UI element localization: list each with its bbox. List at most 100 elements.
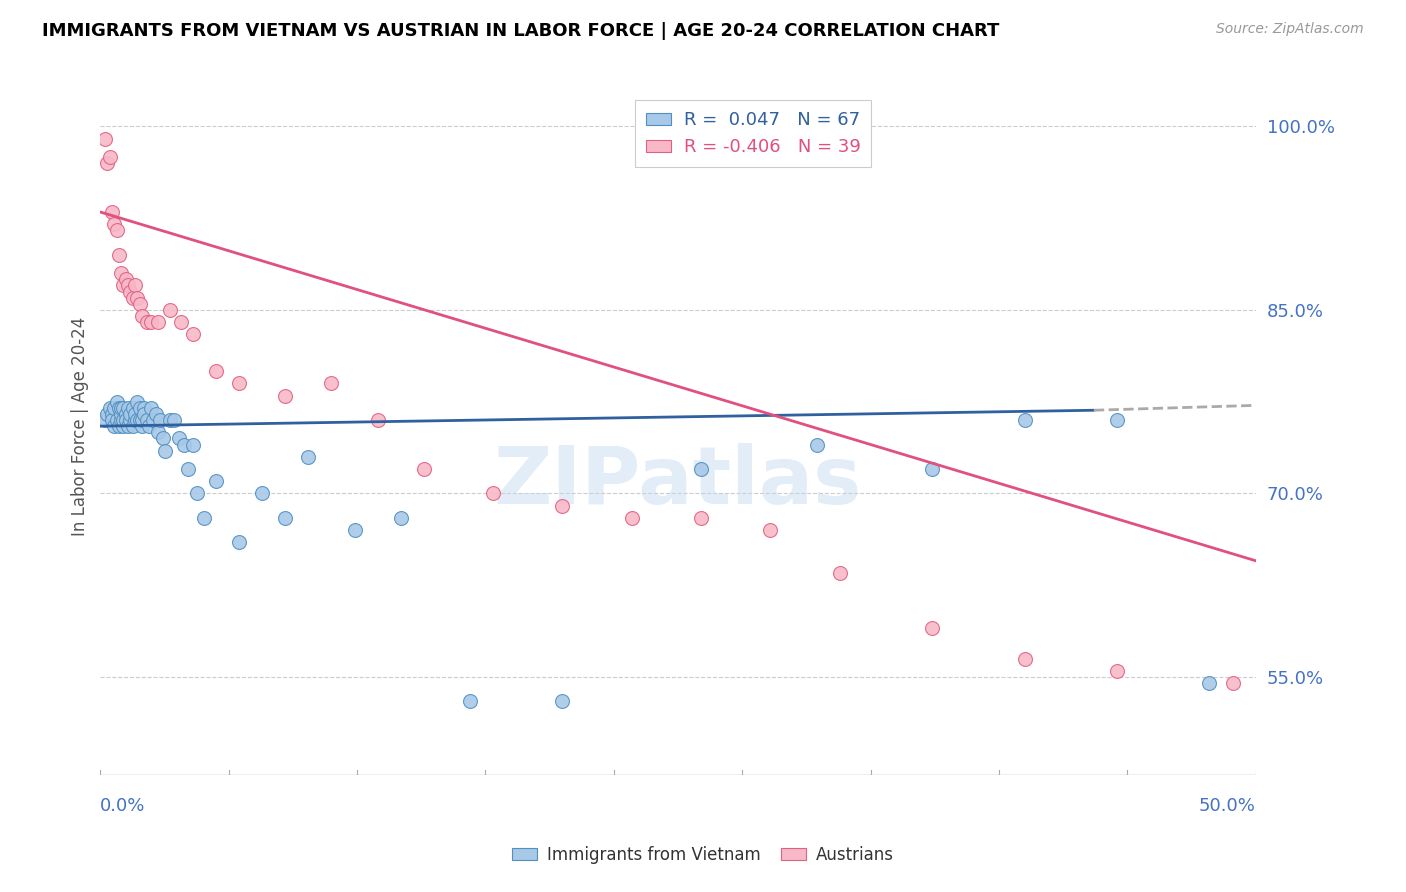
Point bbox=[1014, 413, 1036, 427]
Y-axis label: In Labor Force | Age 20-24: In Labor Force | Age 20-24 bbox=[72, 317, 89, 536]
Point bbox=[131, 413, 153, 427]
Point bbox=[274, 388, 297, 402]
Point bbox=[127, 413, 149, 427]
Text: ZIPatlas: ZIPatlas bbox=[494, 443, 862, 521]
Point bbox=[114, 407, 136, 421]
Point bbox=[114, 272, 136, 286]
Point bbox=[124, 407, 146, 421]
Point bbox=[112, 413, 135, 427]
Point bbox=[94, 413, 117, 427]
Legend: R =  0.047   N = 67, R = -0.406   N = 39: R = 0.047 N = 67, R = -0.406 N = 39 bbox=[636, 101, 872, 167]
Point bbox=[114, 413, 136, 427]
Point bbox=[131, 309, 153, 323]
Point bbox=[1105, 413, 1128, 427]
Point bbox=[101, 205, 124, 219]
Point bbox=[96, 156, 118, 170]
Point bbox=[389, 511, 412, 525]
Point bbox=[921, 462, 943, 476]
Point bbox=[103, 217, 125, 231]
Point bbox=[112, 419, 135, 434]
Point bbox=[297, 450, 319, 464]
Point bbox=[321, 376, 343, 391]
Point bbox=[367, 413, 389, 427]
Point bbox=[145, 407, 167, 421]
Point bbox=[124, 413, 146, 427]
Point bbox=[120, 413, 142, 427]
Point bbox=[690, 511, 713, 525]
Text: Source: ZipAtlas.com: Source: ZipAtlas.com bbox=[1216, 22, 1364, 37]
Point bbox=[163, 413, 186, 427]
Point bbox=[134, 401, 156, 415]
Point bbox=[120, 285, 142, 299]
Point bbox=[128, 401, 150, 415]
Point bbox=[117, 278, 139, 293]
Point bbox=[94, 131, 117, 145]
Point bbox=[921, 621, 943, 635]
Point bbox=[103, 401, 125, 415]
Point bbox=[205, 474, 228, 488]
Point bbox=[806, 437, 828, 451]
Point bbox=[205, 364, 228, 378]
Point bbox=[108, 248, 131, 262]
Point bbox=[105, 413, 128, 427]
Point bbox=[120, 407, 142, 421]
Point bbox=[228, 535, 250, 549]
Point bbox=[112, 278, 135, 293]
Point bbox=[274, 511, 297, 525]
Point bbox=[173, 437, 195, 451]
Point bbox=[117, 401, 139, 415]
Point bbox=[828, 566, 851, 580]
Point bbox=[127, 394, 149, 409]
Point bbox=[98, 401, 121, 415]
Point bbox=[250, 486, 273, 500]
Point bbox=[112, 401, 135, 415]
Point bbox=[181, 437, 204, 451]
Point bbox=[153, 443, 176, 458]
Point bbox=[142, 413, 165, 427]
Point bbox=[170, 315, 193, 329]
Point bbox=[193, 511, 215, 525]
Point bbox=[343, 523, 366, 537]
Point bbox=[98, 150, 121, 164]
Point bbox=[482, 486, 505, 500]
Point bbox=[110, 407, 132, 421]
Point bbox=[117, 419, 139, 434]
Point bbox=[101, 413, 124, 427]
Point bbox=[121, 401, 143, 415]
Point bbox=[181, 327, 204, 342]
Point bbox=[149, 413, 172, 427]
Point bbox=[124, 278, 146, 293]
Point bbox=[110, 413, 132, 427]
Point bbox=[159, 413, 181, 427]
Point bbox=[690, 462, 713, 476]
Point bbox=[127, 291, 149, 305]
Text: IMMIGRANTS FROM VIETNAM VS AUSTRIAN IN LABOR FORCE | AGE 20-24 CORRELATION CHART: IMMIGRANTS FROM VIETNAM VS AUSTRIAN IN L… bbox=[42, 22, 1000, 40]
Legend: Immigrants from Vietnam, Austrians: Immigrants from Vietnam, Austrians bbox=[506, 839, 900, 871]
Point bbox=[121, 419, 143, 434]
Point bbox=[551, 499, 574, 513]
Point bbox=[1198, 676, 1220, 690]
Point bbox=[128, 413, 150, 427]
Point bbox=[167, 431, 190, 445]
Point bbox=[108, 419, 131, 434]
Point bbox=[551, 694, 574, 708]
Point bbox=[141, 401, 163, 415]
Point bbox=[620, 511, 643, 525]
Point bbox=[103, 419, 125, 434]
Point bbox=[1105, 664, 1128, 678]
Point bbox=[131, 419, 153, 434]
Point bbox=[186, 486, 208, 500]
Point bbox=[101, 407, 124, 421]
Point bbox=[134, 407, 156, 421]
Point bbox=[138, 419, 160, 434]
Point bbox=[412, 462, 434, 476]
Text: 50.0%: 50.0% bbox=[1199, 797, 1256, 815]
Point bbox=[135, 315, 157, 329]
Point bbox=[96, 407, 118, 421]
Point bbox=[1222, 676, 1244, 690]
Text: 0.0%: 0.0% bbox=[100, 797, 146, 815]
Point bbox=[146, 315, 169, 329]
Point bbox=[128, 297, 150, 311]
Point bbox=[152, 431, 174, 445]
Point bbox=[105, 223, 128, 237]
